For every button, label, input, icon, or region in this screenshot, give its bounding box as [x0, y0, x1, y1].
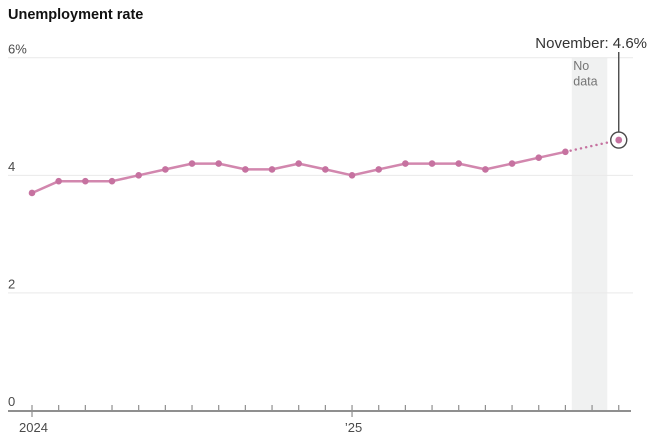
data-point — [108, 177, 116, 185]
data-point — [215, 160, 222, 167]
data-point — [508, 160, 516, 167]
data-point — [242, 166, 249, 173]
data-point — [322, 166, 329, 173]
data-point — [55, 177, 62, 185]
data-point — [482, 166, 489, 173]
data-point — [268, 166, 276, 173]
y-axis-tick-label: 2 — [8, 276, 15, 291]
data-point — [348, 172, 356, 179]
data-point — [535, 154, 543, 161]
x-axis-tick-label: 2024 — [19, 420, 48, 435]
no-data-label: No — [573, 59, 589, 73]
data-point — [188, 160, 196, 167]
data-point — [375, 166, 383, 173]
highlight-point — [615, 136, 623, 144]
x-axis-tick-label: ’25 — [345, 420, 362, 435]
data-point — [428, 160, 436, 167]
data-point — [82, 177, 89, 185]
y-axis-tick-label: 6% — [8, 41, 27, 56]
data-point — [135, 172, 142, 179]
no-data-label: data — [573, 75, 597, 89]
dotted-projection-line — [564, 138, 620, 154]
data-point — [455, 160, 463, 167]
data-point — [402, 160, 409, 167]
data-point — [162, 166, 169, 173]
highlight-annotation: November: 4.6% — [535, 35, 647, 52]
data-point — [562, 148, 569, 156]
y-axis-tick-label: 0 — [8, 394, 15, 409]
data-point — [28, 189, 36, 197]
chart-title: Unemployment rate — [8, 7, 144, 23]
no-data-band — [571, 57, 608, 411]
y-axis-tick-label: 4 — [8, 159, 15, 174]
data-point — [295, 160, 303, 167]
